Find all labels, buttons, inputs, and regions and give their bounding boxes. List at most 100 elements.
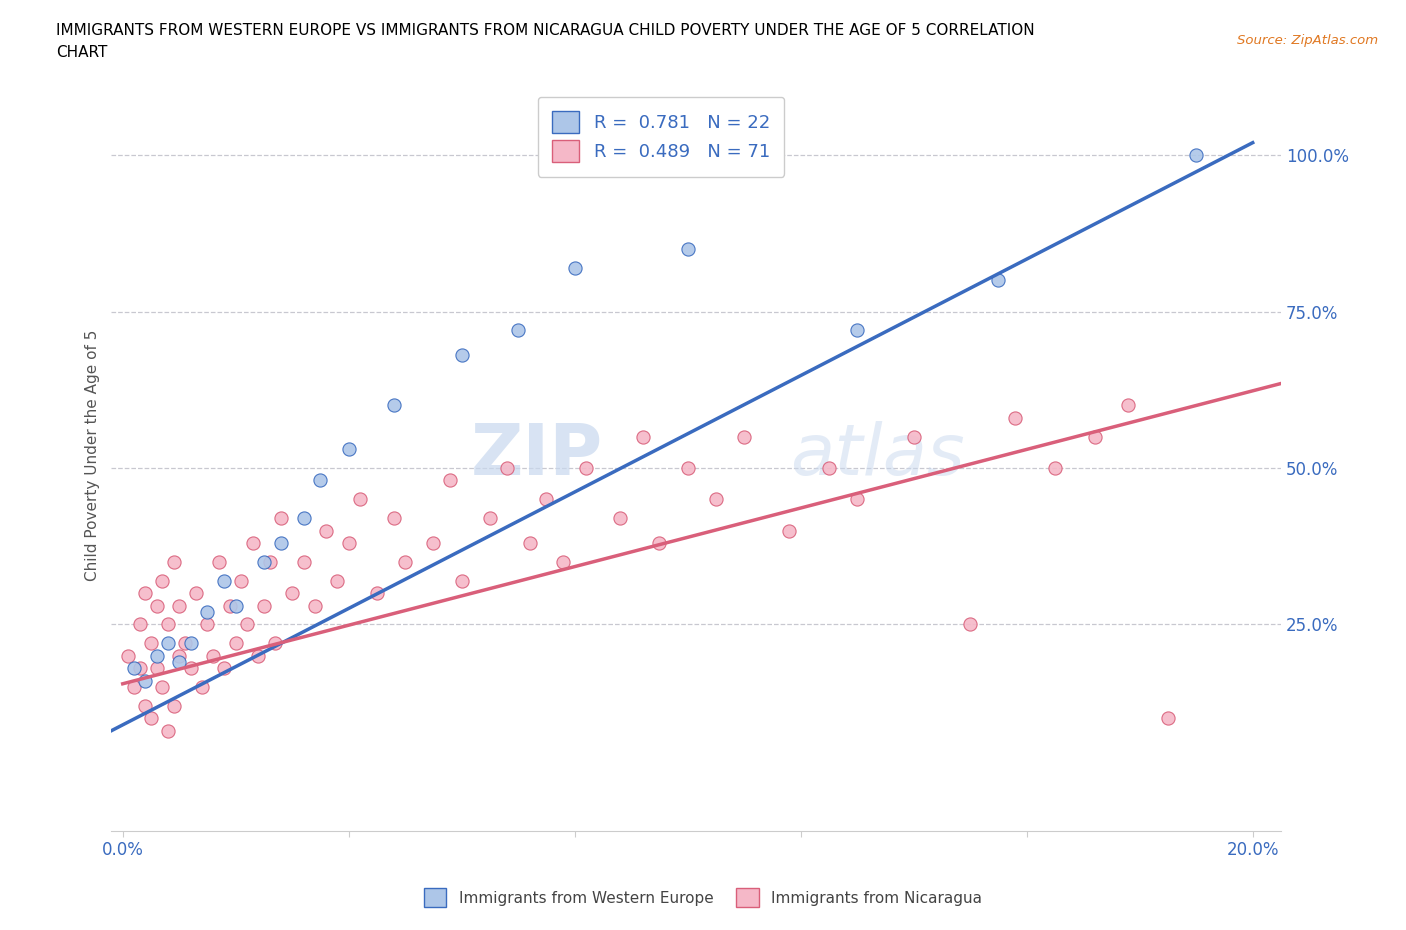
Point: [382, 511, 405, 525]
Point: [150, 680, 173, 695]
Point: [197, 604, 219, 619]
Point: [450, 573, 472, 588]
Point: [1185, 148, 1208, 163]
Point: [139, 711, 162, 725]
Point: [167, 598, 190, 613]
Point: [292, 511, 315, 525]
Text: Source: ZipAtlas.com: Source: ZipAtlas.com: [1237, 34, 1378, 47]
Point: [1004, 410, 1026, 425]
Point: [162, 698, 184, 713]
Y-axis label: Child Poverty Under the Age of 5: Child Poverty Under the Age of 5: [86, 330, 100, 581]
Point: [139, 636, 162, 651]
Point: [145, 660, 167, 675]
Point: [987, 272, 1010, 287]
Point: [134, 698, 156, 713]
Legend: R =  0.781   N = 22, R =  0.489   N = 71: R = 0.781 N = 22, R = 0.489 N = 71: [537, 97, 785, 177]
Point: [156, 724, 179, 738]
Point: [648, 536, 671, 551]
Point: [225, 598, 247, 613]
Point: [553, 554, 575, 569]
Point: [564, 260, 586, 275]
Point: [117, 648, 139, 663]
Point: [167, 655, 190, 670]
Point: [225, 636, 247, 651]
Point: [337, 442, 360, 457]
Point: [422, 536, 444, 551]
Point: [536, 492, 558, 507]
Point: [270, 536, 292, 551]
Point: [191, 680, 214, 695]
Point: [439, 473, 461, 488]
Point: [231, 573, 253, 588]
Point: [733, 430, 755, 445]
Legend: Immigrants from Western Europe, Immigrants from Nicaragua: Immigrants from Western Europe, Immigran…: [418, 883, 988, 913]
Point: [236, 617, 259, 631]
Point: [846, 323, 869, 338]
Point: [253, 598, 276, 613]
Point: [309, 473, 332, 488]
Point: [337, 536, 360, 551]
Point: [134, 586, 156, 601]
Point: [1043, 460, 1066, 475]
Point: [292, 554, 315, 569]
Point: [253, 554, 276, 569]
Point: [778, 523, 800, 538]
Point: [903, 430, 925, 445]
Point: [575, 460, 598, 475]
Point: [214, 573, 236, 588]
Point: [156, 636, 179, 651]
Point: [450, 348, 472, 363]
Point: [122, 660, 145, 675]
Point: [676, 242, 699, 257]
Point: [214, 660, 236, 675]
Point: [162, 554, 184, 569]
Text: IMMIGRANTS FROM WESTERN EUROPE VS IMMIGRANTS FROM NICARAGUA CHILD POVERTY UNDER : IMMIGRANTS FROM WESTERN EUROPE VS IMMIGR…: [56, 23, 1035, 38]
Point: [281, 586, 304, 601]
Point: [519, 536, 541, 551]
Point: [366, 586, 388, 601]
Point: [122, 680, 145, 695]
Point: [326, 573, 349, 588]
Point: [631, 430, 654, 445]
Point: [1157, 711, 1180, 725]
Point: [247, 648, 270, 663]
Point: [508, 323, 530, 338]
Point: [145, 648, 167, 663]
Point: [1118, 398, 1140, 413]
Point: [128, 617, 150, 631]
Point: [846, 492, 869, 507]
Point: [304, 598, 326, 613]
Point: [202, 648, 225, 663]
Point: [173, 636, 195, 651]
Point: [394, 554, 416, 569]
Point: [609, 511, 631, 525]
Point: [704, 492, 727, 507]
Point: [219, 598, 242, 613]
Point: [186, 586, 208, 601]
Point: [382, 398, 405, 413]
Text: atlas: atlas: [790, 421, 965, 490]
Point: [959, 617, 981, 631]
Point: [167, 648, 190, 663]
Point: [349, 492, 371, 507]
Text: CHART: CHART: [56, 45, 108, 60]
Point: [315, 523, 337, 538]
Point: [496, 460, 519, 475]
Point: [818, 460, 841, 475]
Point: [676, 460, 699, 475]
Point: [1083, 430, 1105, 445]
Point: [134, 673, 156, 688]
Point: [264, 636, 287, 651]
Point: [259, 554, 281, 569]
Point: [145, 598, 167, 613]
Point: [156, 617, 179, 631]
Point: [478, 511, 501, 525]
Point: [208, 554, 231, 569]
Point: [128, 660, 150, 675]
Point: [270, 511, 292, 525]
Point: [242, 536, 264, 551]
Point: [150, 573, 173, 588]
Point: [179, 636, 201, 651]
Point: [179, 660, 201, 675]
Point: [197, 617, 219, 631]
